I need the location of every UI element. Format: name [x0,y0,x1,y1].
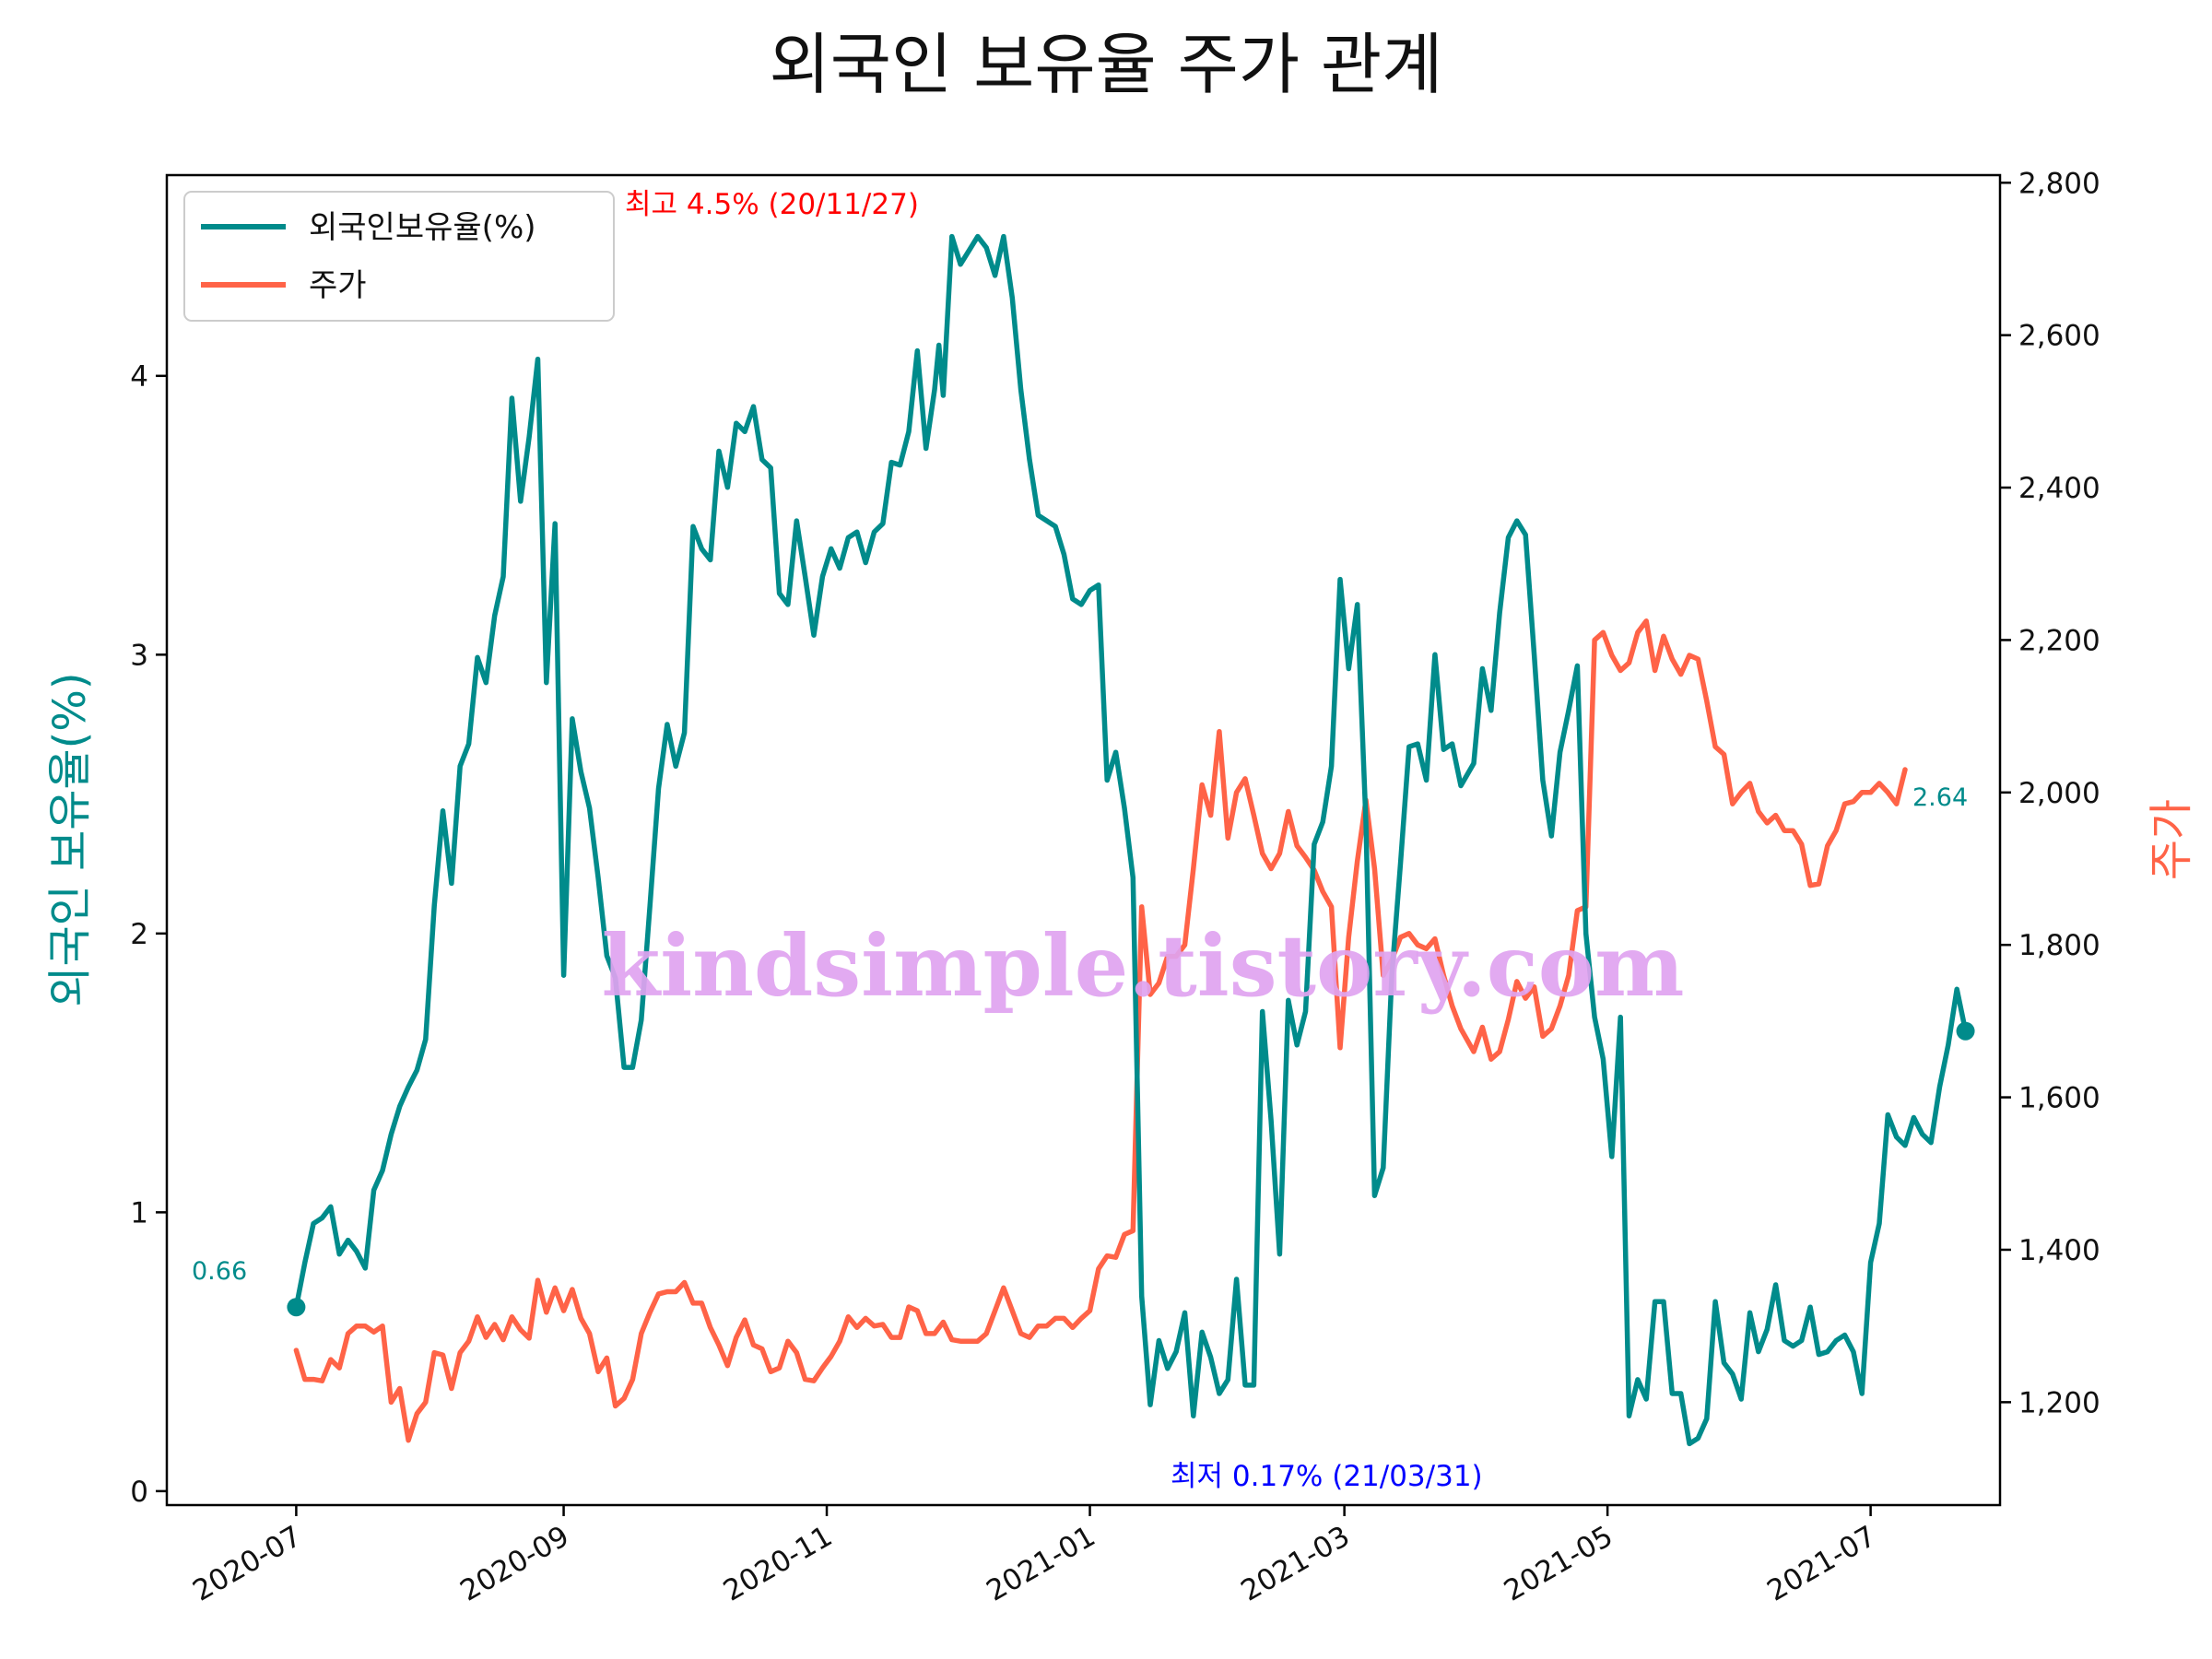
x-tick-label: 2020-07 [187,1520,307,1608]
series-line-foreign-ratio [293,233,1969,1447]
right-y-tick-label: 2,600 [2018,320,2100,353]
legend-label-price: 주가 [309,267,367,304]
left-y-tick-label: 2 [130,918,148,951]
right-y-tick-label: 2,800 [2018,167,2100,200]
chart-title: 외국인 보유율 주가 관계 [769,26,1442,103]
x-tick-label: 2020-11 [718,1520,838,1608]
x-tick-label: 2021-07 [1761,1520,1881,1608]
legend-label-foreign-ratio: 외국인보유율(%) [309,209,536,246]
left-y-tick-label: 0 [130,1476,148,1509]
watermark: kindsimple.tistory.com [601,916,1684,1016]
end-value-label: 2.64 [1912,783,1968,812]
right-y-tick-label: 2,400 [2018,472,2100,505]
min-annotation: 최저 0.17% (21/03/31) [1171,1460,1483,1493]
x-axis: 2020-07 2020-09 2020-11 2021-01 2021-03 2021-… [187,1505,1882,1608]
legend: 외국인보유율(%) 주가 [183,191,615,322]
right-y-tick-label: 2,200 [2018,624,2100,657]
start-value-label: 0.66 [192,1257,247,1286]
right-y-tick-label: 1,600 [2018,1082,2100,1115]
series-line-price [293,618,1908,1443]
x-tick-label: 2021-01 [981,1520,1100,1608]
left-y-tick-label: 1 [130,1196,148,1230]
right-y-tick-label: 1,800 [2018,929,2100,962]
x-tick-label: 2021-05 [1499,1520,1618,1608]
x-tick-label: 2021-03 [1235,1520,1355,1608]
left-y-axis-label: 외국인 보유율(%) [44,672,96,1006]
series-layer [287,233,1975,1447]
left-y-tick-label: 4 [130,360,148,394]
start-point-marker [287,1298,306,1317]
legend-box [183,191,615,322]
right-y-tick-label: 1,400 [2018,1234,2100,1267]
max-annotation: 최고 4.5% (20/11/27) [625,188,919,221]
right-y-axis: 1,200 1,400 1,600 1,800 2,000 2,200 2,400 2,600… [2000,167,2100,1419]
right-y-tick-label: 1,200 [2018,1386,2100,1419]
left-y-axis: 0 1 2 3 4 [130,360,167,1509]
x-tick-label: 2020-09 [454,1520,574,1608]
plot-area-frame [165,173,2002,1507]
right-y-axis-label: 주가 [2146,799,2197,880]
right-y-tick-label: 2,000 [2018,777,2100,810]
end-point-marker [1956,1021,1975,1041]
left-y-tick-label: 3 [130,639,148,672]
